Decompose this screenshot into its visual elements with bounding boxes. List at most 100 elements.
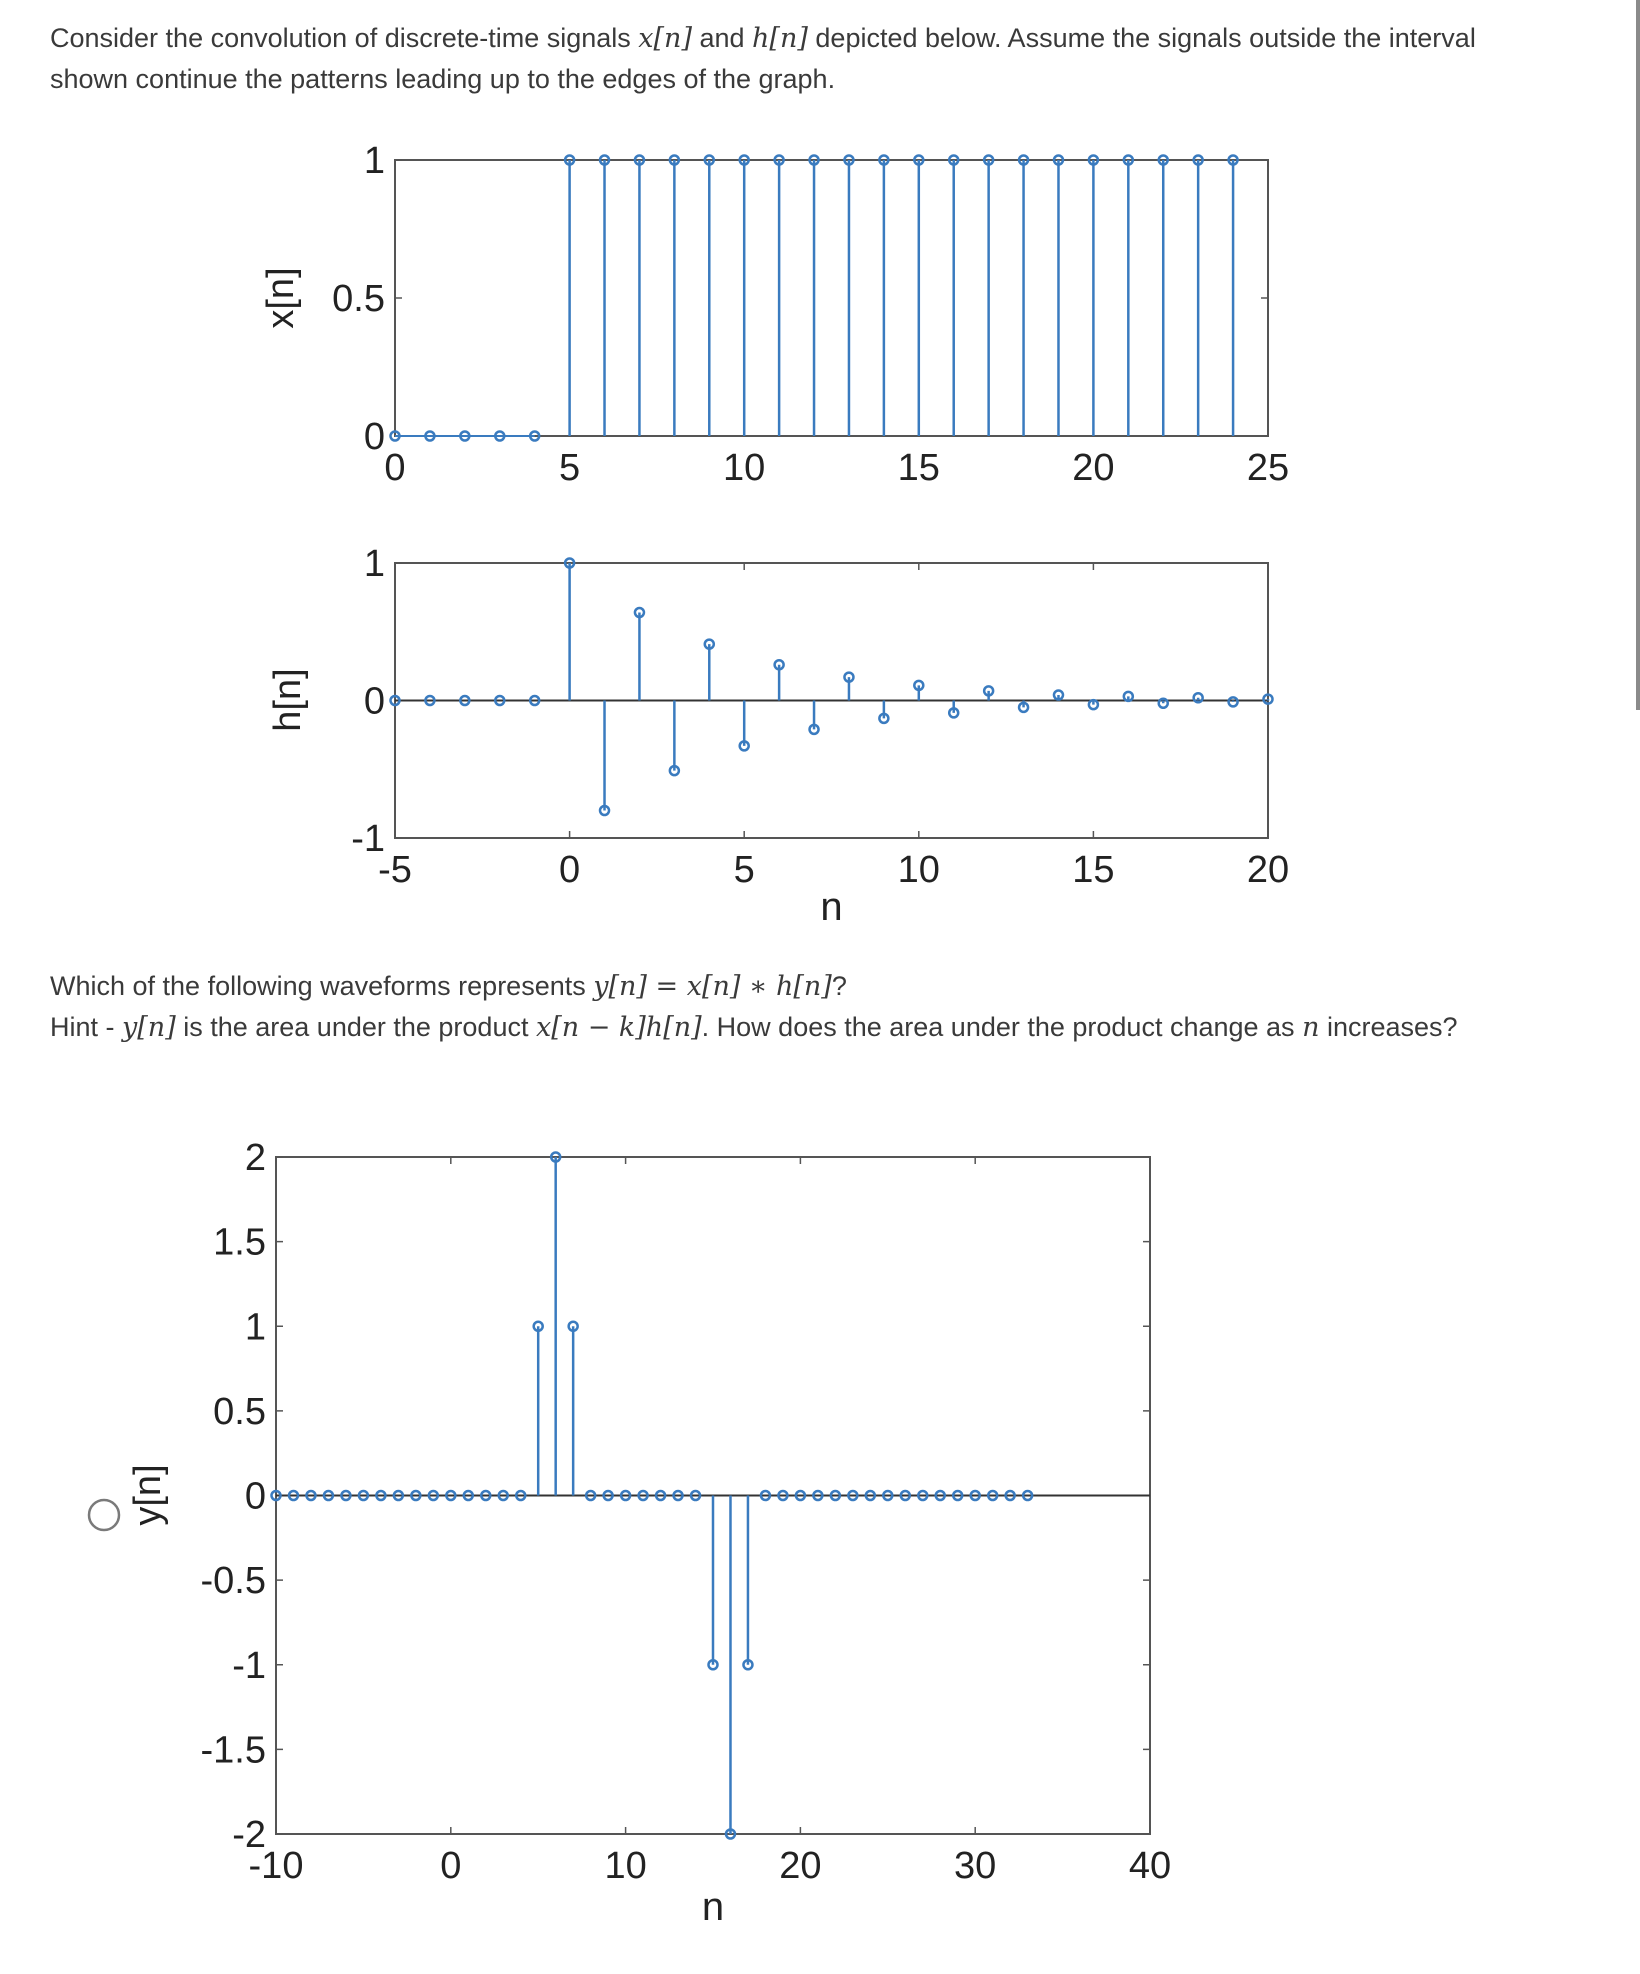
hint-text-end: increases?: [1319, 1012, 1458, 1042]
plot3-stem-marker: [445, 1489, 457, 1502]
which-text: Which of the following waveforms represe…: [50, 971, 594, 1001]
plot1-stem-marker: [1017, 154, 1030, 166]
plot2-xlabel: n: [820, 885, 842, 929]
plot2-stem-marker: [1157, 697, 1169, 709]
plot3-ytick-label: 2: [245, 1137, 266, 1179]
plot3-stem-marker: [480, 1489, 492, 1502]
plot3-stem-marker: [514, 1489, 527, 1502]
plot1-stem-marker: [563, 154, 576, 166]
plot3-stem-marker: [427, 1489, 440, 1502]
plot1-stem-marker: [1087, 154, 1100, 166]
plot2-stem-marker: [947, 707, 960, 719]
plot3-stem-marker: [637, 1489, 649, 1502]
intro-paragraph: Consider the convolution of discrete-tim…: [50, 18, 1476, 99]
plot3-xtick-label: 30: [954, 1845, 996, 1887]
plot3-stem-marker: [917, 1489, 929, 1502]
plot3-stem-marker: [602, 1489, 614, 1502]
which-line: Which of the following waveforms represe…: [50, 966, 1458, 1007]
which-qmark: ?: [831, 971, 847, 1001]
hint-n-symbol: n: [1302, 1012, 1320, 1043]
plot3-stem-marker: [794, 1489, 807, 1502]
plot3-stem-marker: [1004, 1489, 1016, 1502]
plot2-xtick-label: 10: [898, 849, 940, 891]
plot1-stem-marker: [1157, 154, 1169, 166]
plot1-frame: [394, 159, 1269, 437]
plot3-stem-marker: [847, 1489, 859, 1502]
plot1-stem-marker: [913, 154, 925, 166]
plot2-stem-marker: [389, 694, 401, 707]
option-radio-button[interactable]: [87, 1498, 121, 1532]
plot1-stem-marker: [982, 154, 995, 166]
plot3-stem-marker: [777, 1489, 789, 1502]
plot2-stem-marker: [738, 740, 750, 752]
plot3-stem-marker: [882, 1489, 894, 1502]
plot3-stem-marker: [742, 1659, 754, 1671]
plot1-stem-marker: [1052, 154, 1065, 166]
plot3-stem-marker: [829, 1489, 842, 1502]
question-paragraph: Which of the following waveforms represe…: [50, 966, 1458, 1048]
plot3-stem-marker: [305, 1489, 317, 1502]
intro-and: and: [691, 23, 753, 53]
plot3-stem-marker: [707, 1659, 719, 1671]
plot1-ylabel: x[n]: [260, 267, 302, 328]
plot3-stem-marker: [986, 1489, 999, 1502]
plot1-stem-marker: [1192, 154, 1204, 166]
plot3-stem-marker: [287, 1489, 300, 1502]
plot2-stem-marker: [843, 671, 855, 683]
intro-text: Consider the convolution of discrete-tim…: [50, 23, 639, 53]
plot3-xtick-label: 40: [1129, 1845, 1171, 1887]
intro-text-end: depicted below. Assume the signals outsi…: [807, 23, 1476, 53]
plot3-stem-marker: [584, 1489, 597, 1502]
plot3-ytick-label: 0.5: [213, 1391, 266, 1433]
which-x-symbol: x[n]: [686, 971, 741, 1002]
plot3-stem-marker: [549, 1151, 562, 1163]
plot1-ytick-label: 0: [364, 416, 385, 458]
plot2-stem-marker: [703, 638, 716, 650]
which-equals: =: [646, 971, 687, 1002]
plot2-stem-marker: [1087, 698, 1100, 711]
plot3-stem-marker: [812, 1489, 824, 1502]
plot2-stem-marker: [1122, 690, 1135, 703]
plot3-stem-marker: [654, 1489, 667, 1502]
hint-y-symbol: y[n]: [122, 1012, 176, 1043]
plot1-stem-marker: [1122, 154, 1135, 166]
plot2-stem-marker: [1262, 693, 1274, 705]
plot3-xlabel: n: [702, 1885, 724, 1929]
which-h-symbol: h[n]: [775, 971, 832, 1002]
plot1-stem-marker: [878, 154, 890, 166]
plot1-xtick-label: 20: [1072, 447, 1114, 489]
plot2-stem-marker: [633, 606, 646, 619]
plot2-xtick-label: 15: [1072, 849, 1114, 891]
hint-text-2: . How does the area under the product ch…: [701, 1012, 1303, 1042]
plot3-stem-marker: [497, 1489, 509, 1502]
which-star: ∗: [740, 971, 776, 1002]
plot2-stem-marker: [1227, 696, 1239, 708]
plot3-stem-marker: [462, 1489, 475, 1502]
plot3-stem-marker: [969, 1489, 981, 1502]
plot3-stem-marker: [724, 1828, 737, 1840]
plot1-ytick-label: 1: [364, 140, 385, 182]
intro-x-symbol: x[n]: [638, 23, 692, 54]
plot2-ytick-label: 0: [364, 681, 385, 723]
plot1-stem-marker: [808, 154, 820, 166]
plot3-stem-marker: [340, 1489, 352, 1502]
plot3-stem-marker: [392, 1489, 405, 1502]
plot3-ytick-label: 1: [245, 1306, 266, 1348]
hint-line: Hint - y[n] is the area under the produc…: [50, 1007, 1458, 1048]
plot1-xtick-label: 25: [1247, 447, 1289, 489]
plot2-stem-marker: [424, 694, 436, 707]
plot3-ylabel: y[n]: [127, 1464, 169, 1525]
plot2-stem-marker: [1017, 701, 1030, 714]
plot1-stem-marker: [633, 154, 646, 166]
plot1-stem-marker: [843, 154, 855, 166]
plot2-stem-marker: [598, 804, 611, 817]
plot3-ytick-label: -0.5: [201, 1560, 266, 1602]
plot3-stem-marker: [357, 1489, 370, 1502]
plot3-stem-marker: [410, 1489, 422, 1502]
plot2-ytick-label: 1: [364, 543, 385, 585]
page-scrollbar[interactable]: [1636, 0, 1640, 710]
plot1-stem-marker: [668, 154, 681, 166]
plot3-ytick-label: 0: [245, 1476, 266, 1518]
plot3-ytick-label: 1.5: [213, 1222, 266, 1264]
plot2-xtick-label: 20: [1247, 849, 1289, 891]
